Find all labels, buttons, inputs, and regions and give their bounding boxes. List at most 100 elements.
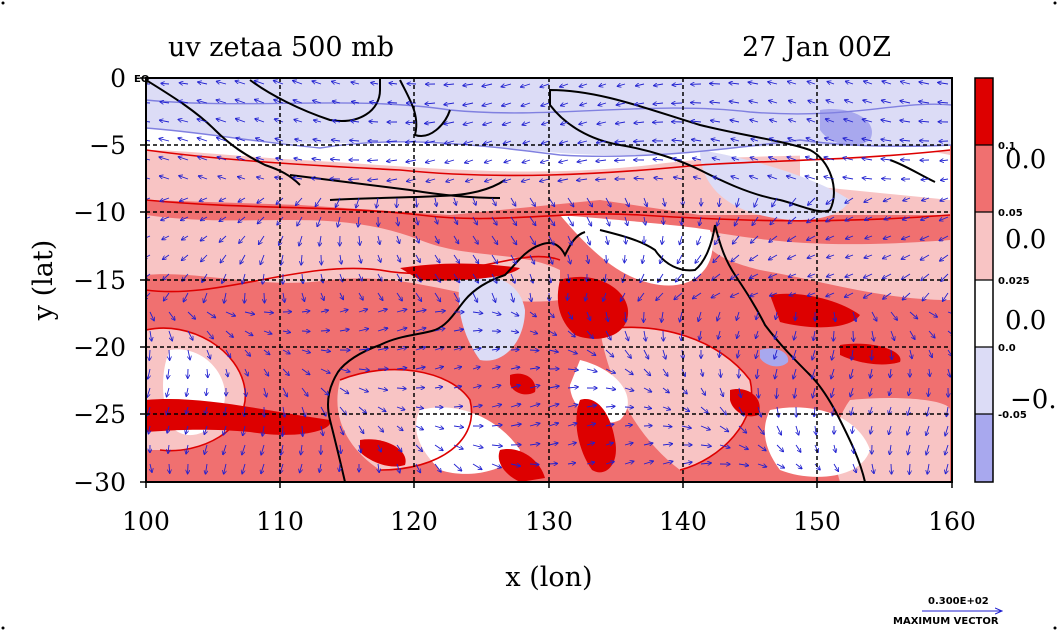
wind-vector-arrow [491,197,496,205]
wind-vector-arrow [789,293,797,296]
wind-vector-arrow [662,444,672,445]
wind-vector-arrow [482,84,493,86]
wind-vector-arrow [359,254,361,263]
wind-vector-arrow [529,444,539,445]
wind-vector-arrow [852,425,853,433]
wind-vector-arrow [149,311,154,320]
wind-vector-arrow [567,330,575,337]
wind-vector-arrow [352,102,360,103]
wind-vector-arrow [769,254,778,260]
wind-vector-arrow [678,254,683,263]
wind-vector-arrow [827,100,835,103]
wind-vector-arrow [225,311,235,316]
wind-vector-arrow [222,273,227,283]
wind-vector-arrow [396,368,406,369]
wind-vector-arrow [750,120,759,122]
wind-vector-arrow [415,367,425,369]
wind-vector-arrow [567,216,573,226]
wind-vector-arrow [883,292,892,299]
wind-vector-arrow [732,158,740,160]
wind-vector-arrow [198,82,208,84]
pos-core-5 [400,263,520,281]
wind-vector-arrow [846,81,854,84]
wind-vector-arrow [660,254,664,263]
wind-vector-arrow [206,330,213,339]
x-tick-100: 100 [122,507,170,536]
wind-vector-arrow [881,139,892,141]
wind-vector-arrow [922,198,930,201]
wind-vector-arrow [529,311,536,317]
wind-vector-arrow [472,312,482,313]
wind-vector-arrow [636,84,645,86]
wind-vector-arrow [453,463,461,471]
wind-vector-arrow [472,386,481,388]
wind-vector-arrow [882,81,892,84]
wind-vector-arrow [242,444,246,455]
wind-vector-arrow [843,177,854,179]
wind-vector-arrow [807,138,816,142]
wind-vector-arrow [730,101,740,103]
wind-vector-arrow [453,348,462,351]
wind-vector-arrow [319,235,321,246]
wind-vector-arrow [815,425,816,434]
wind-vector-arrow [178,138,189,142]
wind-vector-arrow [396,292,402,301]
x-tick-120: 120 [390,507,438,536]
wind-vector-arrow [674,177,683,179]
wind-vector-arrow [864,273,873,278]
coastline-cape-york [714,224,866,482]
wind-vector-arrow [146,121,151,123]
wind-vector-arrow [312,81,322,85]
wind-vector-arrow [159,139,170,141]
wind-vector-arrow [434,254,440,263]
wind-vector-arrow [756,349,758,358]
wind-vector-arrow [146,197,151,201]
colorbar-label-0.0: 0.0 [998,343,1016,354]
wind-vector-arrow [242,273,246,284]
wind-vector-arrow [453,254,459,263]
wind-vector-arrow [434,444,443,450]
wind-vector-arrow [567,387,578,388]
wind-vector-arrow [586,405,596,407]
wind-vector-arrow [274,100,284,104]
wind-vector-arrow [320,368,330,373]
wind-vector-arrow [603,292,607,301]
wind-vector-arrow [850,387,853,396]
wind-vector-arrow [827,274,835,277]
wind-vector-arrow [749,101,759,103]
wind-vector-arrow [302,292,304,301]
wind-vector-arrow [415,328,426,332]
wind-vector-arrow [415,254,420,262]
wind-vector-arrow [453,444,463,449]
pos-core-10 [840,343,901,365]
coastline-java [289,174,501,199]
wind-vector-arrow [388,103,398,104]
wind-vector-arrow [224,292,226,303]
wind-vector-arrow [808,101,816,103]
wind-vector-arrow [186,444,188,454]
wind-vector-arrow [180,83,189,84]
wind-vector-arrow [377,348,388,350]
wind-vector-arrow [294,100,303,104]
wind-vector-arrow [909,387,910,395]
y-tick-minus10: −10 [73,198,126,227]
wind-vector-arrow [719,425,728,431]
wind-vector-arrow [415,310,426,312]
plot-area [146,78,952,482]
wind-vector-arrow [863,119,873,122]
wind-vector-arrow [681,426,691,428]
wind-vector-arrow [243,425,245,435]
wind-vector-arrow [891,349,892,359]
wind-vector-arrow [523,141,531,143]
wind-vector-arrow [510,404,520,408]
wind-vector-arrow [301,387,308,396]
wind-vector-arrow [928,387,929,396]
wind-vector-arrow [397,216,398,225]
wind-vector-arrow [244,330,253,335]
wind-vector-arrow [472,348,481,350]
wind-vector-arrow [617,103,626,105]
wind-vector-arrow [872,330,874,341]
wind-vector-arrow [201,254,208,261]
colorbar-swatch-1 [975,78,993,145]
wind-vector-arrow [182,254,189,260]
